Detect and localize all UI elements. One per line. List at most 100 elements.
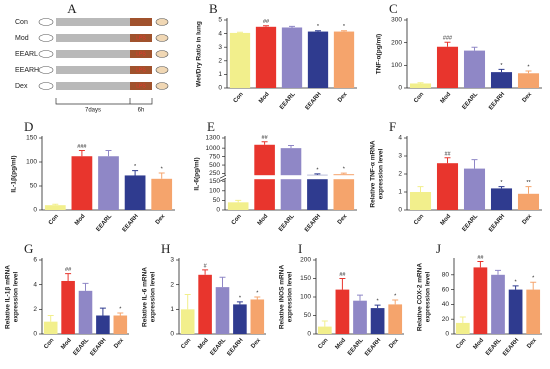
bar <box>436 163 459 210</box>
error-bar <box>289 25 295 28</box>
y-axis-title: expression level <box>378 149 385 200</box>
bar <box>43 321 58 334</box>
mouse-icon <box>38 66 54 74</box>
y-tick-label: 0 <box>445 331 449 338</box>
y-tick-label: 0 <box>398 207 402 214</box>
error-bar <box>417 82 424 84</box>
significance-label: * <box>500 63 503 69</box>
group-label: Mod <box>15 35 29 42</box>
y-tick-label: 50 <box>30 183 38 190</box>
error-bar <box>202 269 209 275</box>
error-bar <box>65 273 72 281</box>
error-bar <box>117 312 124 316</box>
group-label: Con <box>15 19 28 26</box>
error-bar <box>341 30 347 32</box>
panel-letter: E <box>207 119 215 134</box>
y-axis-title: Wet/Dry Ratio in lung <box>196 21 203 87</box>
y-tick-label: 3 <box>398 153 402 160</box>
y-axis-title: IL-1β(pg/ml) <box>11 155 18 192</box>
y-tick-label: 0 <box>218 85 222 92</box>
error-bar <box>444 41 451 47</box>
y-axis-title: Relative IL-1β mRNA <box>5 265 12 329</box>
error-bar <box>237 31 243 33</box>
bar <box>490 72 513 88</box>
error-bar <box>82 282 89 291</box>
y-axis-title: expression level <box>425 272 432 323</box>
mouse-icon <box>155 18 169 26</box>
error-bar <box>498 186 505 189</box>
error-bar <box>498 68 505 73</box>
y-tick-label: 0 <box>33 207 37 214</box>
error-bar <box>314 173 321 175</box>
error-bar <box>261 141 268 145</box>
mouse-icon <box>155 34 169 42</box>
bar <box>227 202 249 210</box>
duration-label: 6h <box>138 108 145 114</box>
bar <box>473 267 488 334</box>
error-bar <box>495 269 501 275</box>
y-tick-label: 1 <box>170 306 174 313</box>
y-tick-label: 0 <box>170 331 174 338</box>
bar <box>113 315 128 334</box>
axis-break <box>221 175 357 180</box>
error-bar <box>530 281 537 290</box>
bar <box>333 174 355 210</box>
bar <box>215 287 230 334</box>
y-tick-label: 750 <box>209 153 220 160</box>
y-tick-label: 60 <box>442 286 450 293</box>
y-tick-label: 40 <box>442 301 450 308</box>
bar <box>307 174 328 210</box>
significance-label: * <box>500 180 503 186</box>
error-bar <box>392 299 399 305</box>
significance-label: * <box>239 295 242 301</box>
panel-letter: C <box>389 1 398 16</box>
bar <box>307 31 329 89</box>
bar <box>508 289 523 334</box>
bar <box>436 46 459 88</box>
bar <box>490 188 513 210</box>
significance-label: ## <box>263 19 270 25</box>
bar <box>233 304 247 334</box>
y-tick-label: 0 <box>398 85 402 92</box>
error-bar <box>132 170 139 176</box>
y-tick-label: 4 <box>218 30 222 37</box>
y-axis-title: Relative IL-6 mRNA <box>142 267 149 327</box>
mouse-icon <box>38 82 54 90</box>
error-bar <box>525 186 532 194</box>
error-bar <box>254 296 261 300</box>
significance-label: * <box>256 290 259 296</box>
significance-label: * <box>134 164 137 170</box>
significance-label: ## <box>477 255 484 261</box>
lps-bar <box>130 18 152 26</box>
y-tick-label: 100 <box>26 159 37 166</box>
significance-label: ** <box>526 180 531 186</box>
y-tick-label: 1000 <box>206 145 221 152</box>
bar <box>409 83 432 88</box>
treatment-bar <box>56 18 130 26</box>
bar <box>409 192 432 210</box>
bar <box>333 31 355 89</box>
bar <box>96 315 110 334</box>
error-bar <box>52 203 59 206</box>
bar <box>198 274 212 334</box>
significance-label: ### <box>77 144 87 150</box>
y-tick-label: 2 <box>170 281 174 288</box>
y-tick-label: 150 <box>26 135 37 142</box>
significance-label: * <box>316 167 319 173</box>
error-bar <box>288 144 294 149</box>
significance-label: ### <box>443 36 453 42</box>
bar <box>151 178 173 210</box>
significance-label: * <box>343 167 346 173</box>
lps-label: LPS <box>136 67 146 73</box>
error-bar <box>236 301 243 305</box>
error-bar <box>471 159 478 169</box>
error-bar <box>158 172 165 179</box>
error-bar <box>321 320 328 327</box>
mouse-icon <box>155 50 169 58</box>
bar <box>281 27 303 88</box>
y-axis-title: expression level <box>150 272 157 323</box>
y-tick-label: 0 <box>33 331 37 338</box>
significance-label: # <box>204 263 208 269</box>
lps-label: LPS <box>136 83 146 89</box>
group-label: Dex <box>15 83 28 90</box>
